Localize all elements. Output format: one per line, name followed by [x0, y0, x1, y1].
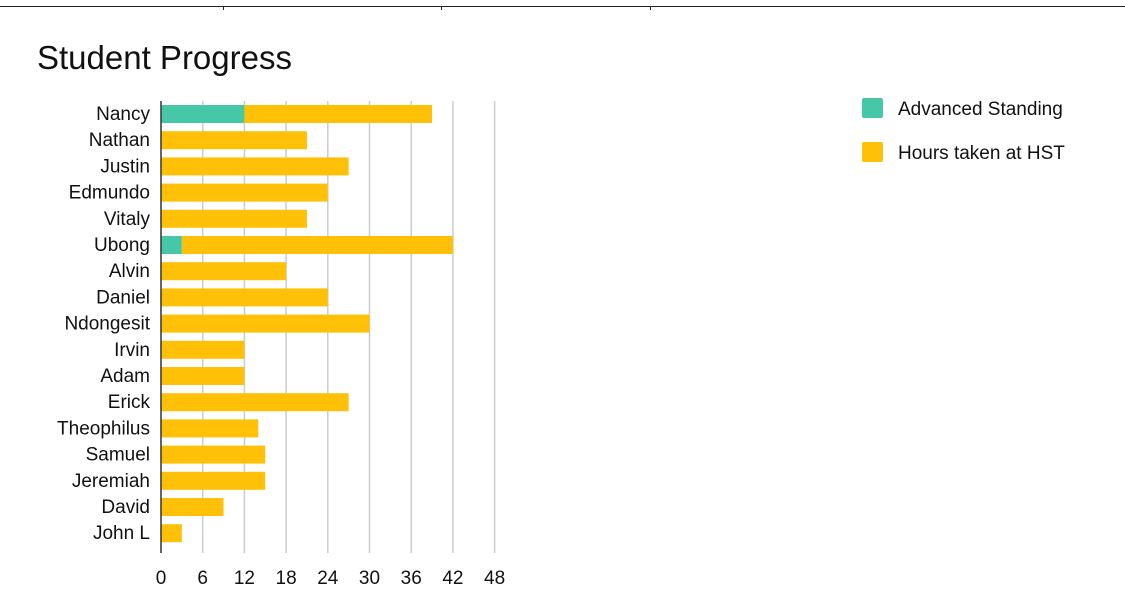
bar-samuel-hours-taken-at-hst — [161, 445, 266, 464]
bar-vitaly-hours-taken-at-hst — [161, 209, 307, 228]
bar-theophilus-hours-taken-at-hst — [161, 419, 259, 438]
bar-alvin-hours-taken-at-hst — [161, 262, 287, 281]
category-label-erick: Erick — [108, 392, 151, 413]
bar-ubong-hours-taken-at-hst — [181, 236, 453, 254]
category-label-justin: Justin — [100, 156, 150, 177]
category-labels: Nancy Nathan Justin Edmundo Vitaly Ubong Alvin… — [57, 104, 151, 544]
category-label-david: David — [101, 497, 150, 518]
bar-edmundo-hours-taken-at-hst — [161, 183, 328, 202]
top-border-line — [0, 6, 1125, 7]
bars — [161, 105, 453, 543]
bar-jeremiah-hours-taken-at-hst — [161, 471, 266, 490]
category-label-irvin: Irvin — [114, 340, 150, 361]
category-label-nancy: Nancy — [96, 104, 150, 125]
top-border-tick — [650, 6, 651, 10]
category-label-nathan: Nathan — [89, 130, 150, 151]
bar-daniel-hours-taken-at-hst — [161, 288, 328, 307]
category-label-jeremiah: Jeremiah — [72, 471, 150, 492]
top-border-tick — [441, 6, 442, 10]
x-tick-label-18: 18 — [276, 568, 297, 589]
legend-swatch-hours-taken — [862, 142, 883, 162]
x-tick-label-0: 0 — [156, 568, 167, 589]
bar-justin-hours-taken-at-hst — [161, 157, 349, 176]
category-label-john-l: John L — [93, 523, 150, 544]
legend-label-advanced-standing: Advanced Standing — [898, 99, 1063, 120]
bar-nathan-hours-taken-at-hst — [161, 131, 307, 150]
bar-irvin-hours-taken-at-hst — [161, 340, 245, 359]
chart-title: Student Progress — [37, 39, 292, 76]
category-label-edmundo: Edmundo — [69, 183, 150, 204]
bar-nancy-hours-taken-at-hst — [244, 105, 433, 123]
category-label-theophilus: Theophilus — [57, 418, 150, 439]
category-label-ubong: Ubong — [94, 235, 150, 256]
x-tick-label-30: 30 — [359, 568, 380, 589]
category-label-ndongesit: Ndongesit — [64, 314, 150, 335]
legend-label-hours-taken: Hours taken at HST — [898, 143, 1065, 164]
category-label-alvin: Alvin — [109, 261, 150, 282]
x-tick-label-36: 36 — [401, 568, 422, 589]
x-tick-label-12: 12 — [234, 568, 255, 589]
bar-david-hours-taken-at-hst — [161, 498, 224, 516]
x-tick-labels: 0 6 12 18 24 30 36 42 48 — [156, 568, 505, 589]
bar-adam-hours-taken-at-hst — [161, 367, 245, 385]
category-label-daniel: Daniel — [96, 287, 150, 308]
x-tick-label-48: 48 — [484, 568, 505, 589]
x-tick-label-24: 24 — [317, 568, 339, 589]
bar-ubong-advanced-standing — [161, 236, 182, 254]
category-label-vitaly: Vitaly — [104, 209, 151, 230]
legend-swatch-advanced-standing — [862, 98, 883, 118]
bar-john-l-hours-taken-at-hst — [161, 524, 182, 543]
top-border-tick — [223, 6, 224, 10]
category-label-adam: Adam — [100, 366, 150, 387]
bar-ndongesit-hours-taken-at-hst — [161, 314, 370, 333]
bar-erick-hours-taken-at-hst — [161, 393, 349, 412]
x-tick-label-6: 6 — [197, 568, 208, 589]
x-tick-label-42: 42 — [442, 568, 463, 589]
category-label-samuel: Samuel — [86, 445, 150, 466]
bar-nancy-advanced-standing — [161, 105, 245, 123]
legend: Advanced Standing Hours taken at HST — [862, 98, 1065, 164]
